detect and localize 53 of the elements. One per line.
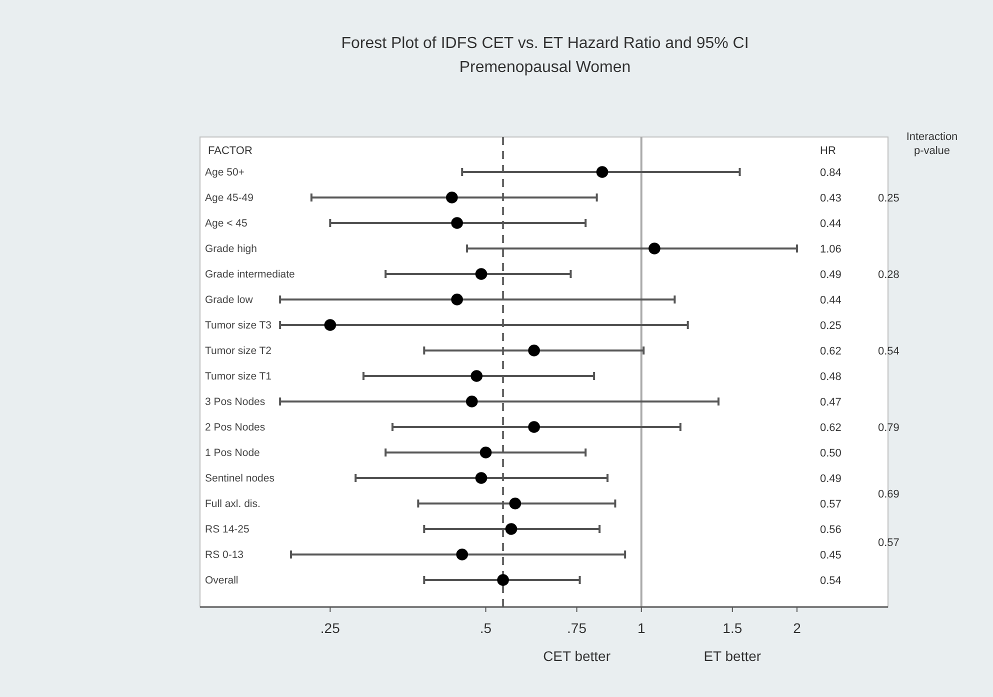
annotation: 0.69 [878, 488, 900, 500]
x-tick-label: .25 [320, 620, 340, 636]
annotation: 0.49 [820, 269, 842, 281]
y-tick-label: Tumor size T2 [205, 345, 272, 358]
chart-subtitle: Premenopausal Women [459, 59, 631, 76]
annotation: 0.47 [820, 396, 842, 408]
annotation: 0.45 [820, 550, 842, 562]
annotation: 0.54 [878, 346, 900, 358]
annotation: 0.84 [820, 167, 842, 179]
y-tick-label: Full axl. dis. [205, 498, 260, 510]
annotation: FACTOR [208, 145, 252, 157]
annotation: HR [820, 145, 836, 157]
y-tick-label: Overall [205, 574, 238, 587]
annotation: 1.06 [820, 244, 842, 256]
annotation: 0.44 [820, 218, 842, 230]
x-tick-label: .75 [567, 620, 587, 636]
y-tick-label: 1 Pos Node [205, 447, 260, 460]
x-tick-label: 1.5 [722, 620, 742, 636]
annotation: 0.56 [820, 524, 842, 536]
annotation: 0.50 [820, 448, 842, 460]
annotation: 0.25 [820, 320, 842, 332]
annotation: 0.28 [878, 269, 900, 281]
annotation: 0.57 [878, 536, 900, 549]
annotation: 0.79 [878, 422, 900, 434]
annotation: 0.49 [820, 473, 842, 485]
annotation: 0.62 [820, 346, 842, 358]
y-tick-label: Grade high [205, 243, 258, 256]
y-tick-label: RS 14-25 [205, 524, 250, 536]
x-tick-label: .5 [480, 620, 492, 636]
y-tick-label: Age 45-49 [205, 192, 254, 204]
y-tick-label: Tumor size T1 [205, 370, 272, 383]
annotation: 0.25 [878, 192, 900, 204]
annotation: 0.48 [820, 371, 842, 383]
y-tick-label: Tumor size T3 [205, 320, 272, 332]
x-tick-label: 2 [793, 620, 802, 636]
annotation: 0.57 [820, 498, 842, 510]
y-tick-label: RS 0-13 [205, 549, 244, 562]
y-tick-label: Grade intermediate [205, 268, 296, 281]
text: CET better [543, 648, 611, 664]
x-tick-label: 1 [637, 620, 646, 636]
text: ET better [704, 648, 762, 664]
y-tick-label: 3 Pos Nodes [205, 396, 266, 408]
annotation: 0.43 [820, 192, 842, 204]
annotation: 0.54 [820, 575, 842, 587]
y-tick-label: Grade low [205, 294, 254, 306]
text: Interaction p-value [906, 131, 958, 157]
y-tick-label: Age 50+ [205, 166, 244, 179]
annotation: 0.62 [820, 422, 842, 434]
y-tick-label: Age < 45 [205, 218, 248, 230]
annotation: 0.44 [820, 294, 842, 306]
chart-title: Forest Plot of IDFS CET vs. ET Hazard Ratio and 95% CI [341, 35, 749, 52]
y-tick-label: 2 Pos Nodes [205, 422, 266, 434]
y-tick-label: Sentinel nodes [205, 472, 274, 485]
